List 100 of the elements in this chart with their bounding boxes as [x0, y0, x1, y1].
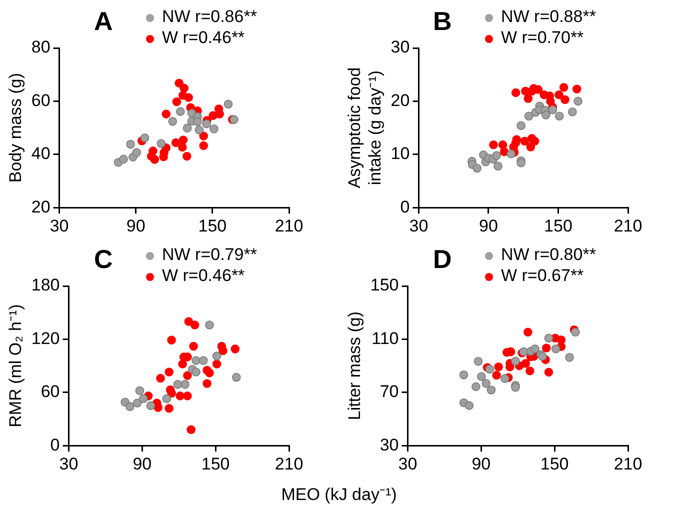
y-tick-label: 30	[390, 38, 410, 57]
point	[530, 136, 540, 146]
point	[474, 357, 483, 366]
point	[218, 346, 228, 356]
point	[193, 117, 202, 126]
point	[183, 392, 192, 400]
point	[186, 425, 196, 434]
legend-label: NW r=0.80**	[501, 245, 596, 264]
point	[511, 356, 520, 366]
y-tick-label: 80	[31, 38, 50, 57]
point	[516, 121, 526, 130]
x-tick-label: 150	[540, 454, 569, 474]
x-tick-label: 30	[409, 216, 428, 236]
y-tick-label: 110	[372, 328, 399, 348]
y-axis-title: Asymptotic food intake (g day⁻¹)	[344, 67, 384, 188]
y-tick-label: 30	[380, 435, 399, 454]
point	[205, 368, 214, 378]
point	[167, 336, 176, 344]
legend-label: NW r=0.86**	[162, 7, 257, 26]
point	[570, 328, 580, 337]
point	[154, 403, 162, 412]
point	[574, 96, 582, 106]
point	[560, 95, 570, 104]
point	[526, 142, 536, 152]
x-tick-label: 150	[201, 454, 230, 474]
point	[140, 134, 150, 142]
point	[189, 342, 198, 351]
point	[164, 368, 174, 376]
point	[162, 110, 171, 118]
point	[459, 370, 468, 380]
legend-label: W r=0.70**	[501, 28, 584, 47]
point	[232, 372, 241, 382]
point	[506, 149, 516, 158]
point	[126, 140, 135, 149]
point	[551, 344, 560, 354]
point	[215, 110, 224, 118]
point	[164, 404, 174, 413]
y-tick-label: 0	[50, 435, 60, 454]
point	[542, 110, 550, 120]
point	[482, 378, 490, 388]
point	[230, 344, 240, 354]
y-tick-label: 180	[31, 276, 60, 295]
point	[477, 372, 486, 381]
x-tick-label: 210	[614, 216, 642, 236]
point	[494, 362, 503, 372]
x-tick-label: 90	[472, 454, 491, 474]
point	[173, 380, 182, 389]
x-tick-label: 90	[479, 216, 498, 236]
x-tick-label: 90	[126, 216, 146, 236]
point	[132, 148, 142, 157]
point	[524, 94, 533, 103]
point	[184, 93, 193, 102]
point	[492, 370, 501, 380]
point	[202, 379, 212, 388]
x-tick-label: 210	[274, 216, 304, 236]
legend-label: W r=0.46**	[162, 266, 245, 285]
point	[172, 97, 182, 106]
y-tick-label: 20	[31, 197, 50, 216]
point	[516, 158, 526, 168]
point	[182, 124, 192, 132]
point	[472, 382, 480, 392]
x-tick-label: 150	[198, 216, 227, 236]
y-tick-label: 60	[31, 90, 50, 110]
y-tick-label: 10	[390, 144, 410, 164]
point	[139, 394, 148, 404]
point	[156, 139, 166, 148]
point	[192, 368, 200, 376]
point	[494, 162, 502, 171]
x-tick-label: 210	[614, 454, 642, 474]
point	[525, 366, 534, 376]
point	[565, 353, 574, 362]
chart-title: B	[433, 6, 452, 37]
point	[542, 344, 551, 352]
point	[146, 401, 156, 410]
chart-title: C	[94, 244, 113, 275]
point	[521, 359, 530, 368]
y-tick-label: 120	[31, 328, 60, 348]
point	[524, 112, 534, 120]
point	[176, 392, 185, 400]
point	[485, 364, 494, 374]
point	[199, 141, 208, 150]
point	[198, 356, 208, 365]
y-tick-label: 20	[390, 90, 410, 110]
point	[126, 402, 134, 411]
legend-label: W r=0.67**	[501, 266, 584, 285]
point	[511, 88, 520, 98]
point	[194, 126, 204, 134]
chart-title: A	[94, 6, 113, 37]
point	[135, 386, 144, 396]
point	[212, 360, 222, 368]
point	[178, 360, 187, 368]
point	[212, 352, 222, 360]
point	[464, 401, 474, 410]
point	[119, 154, 128, 164]
x-tick-label: 90	[132, 454, 152, 474]
legend-label: NW r=0.88**	[501, 7, 596, 26]
y-tick-label: 150	[370, 276, 399, 295]
point	[205, 320, 214, 330]
y-tick-label: 60	[40, 382, 60, 402]
point	[559, 82, 568, 92]
